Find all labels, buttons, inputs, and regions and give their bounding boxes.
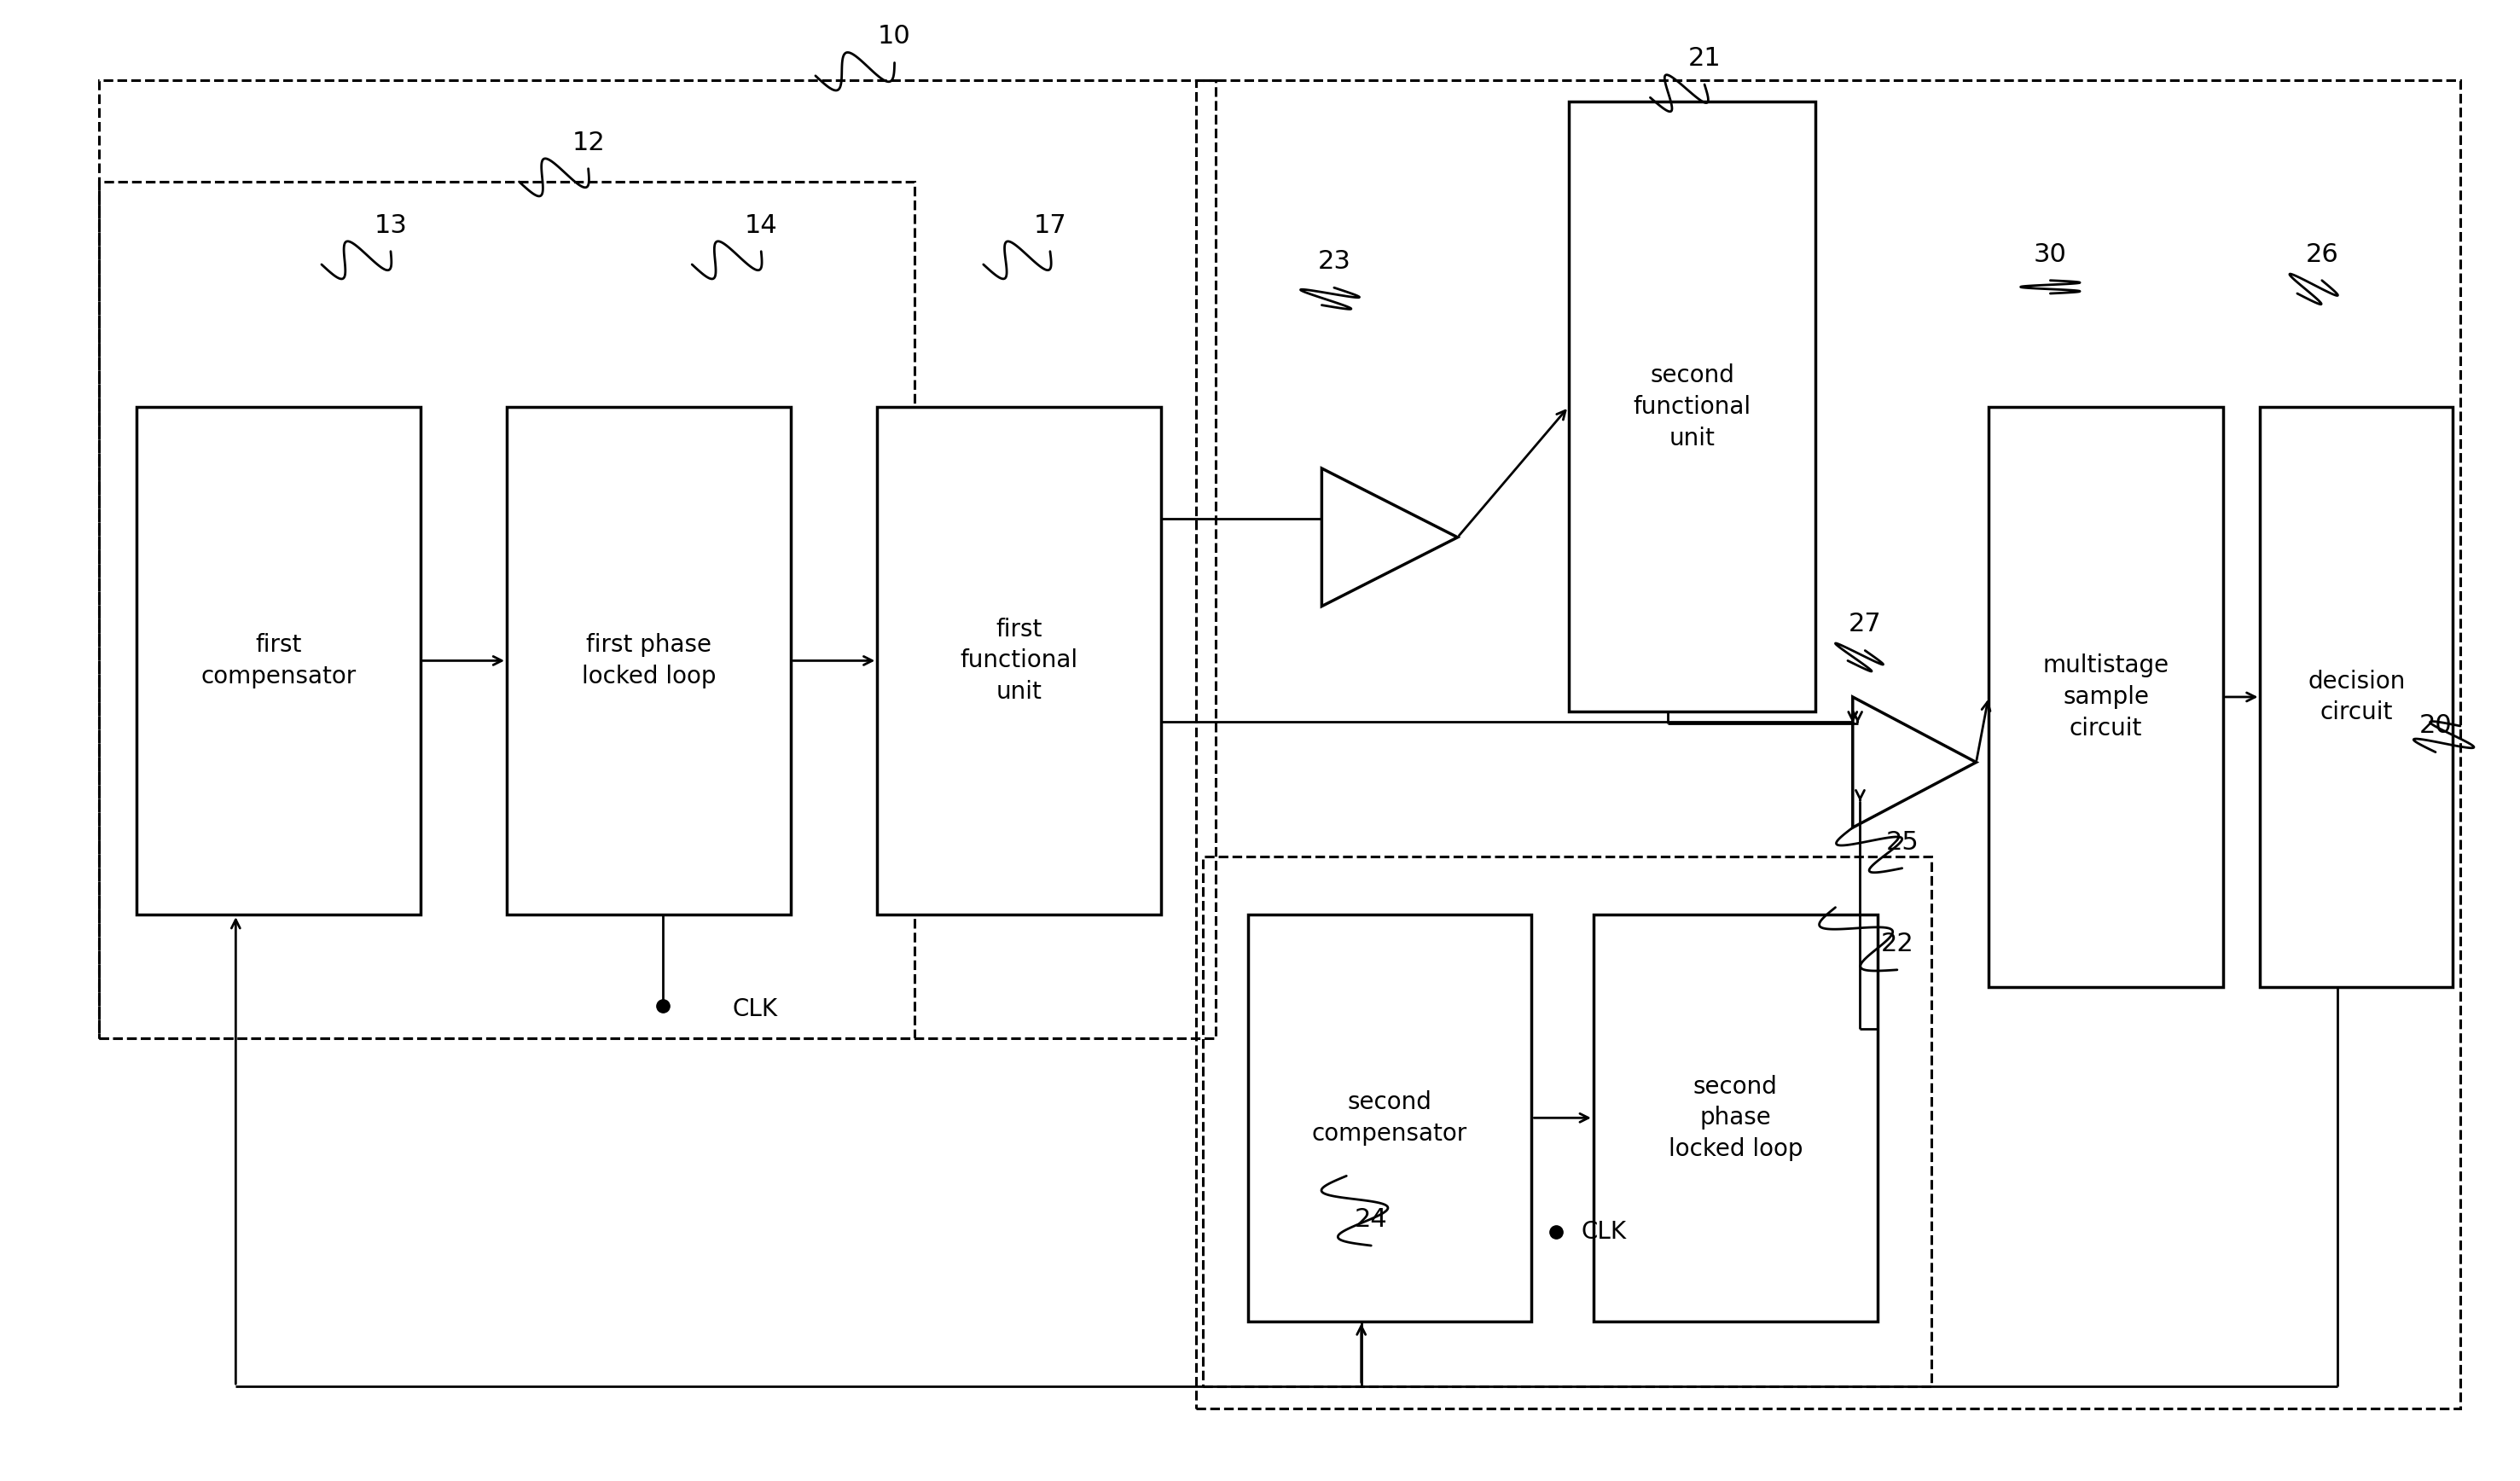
Text: second
compensator: second compensator: [1313, 1090, 1467, 1145]
Text: first phase
locked loop: first phase locked loop: [582, 632, 716, 689]
Text: second
functional
unit: second functional unit: [1633, 363, 1751, 450]
Bar: [877, 407, 1162, 915]
Text: 14: 14: [743, 213, 779, 237]
Bar: [1567, 102, 1814, 711]
Text: 13: 13: [373, 213, 408, 237]
Bar: [1988, 407, 2223, 988]
Text: decision
circuit: decision circuit: [2308, 669, 2404, 724]
Text: 20: 20: [2419, 714, 2452, 739]
Text: CLK: CLK: [1580, 1220, 1625, 1244]
Bar: [1247, 915, 1532, 1321]
Text: second
phase
locked loop: second phase locked loop: [1668, 1075, 1802, 1161]
Text: 26: 26: [2306, 241, 2339, 267]
Bar: [98, 182, 915, 1038]
Bar: [98, 80, 1215, 1038]
Text: 30: 30: [2034, 241, 2066, 267]
Text: 24: 24: [1356, 1207, 1389, 1232]
Text: CLK: CLK: [733, 997, 779, 1020]
Text: 27: 27: [1850, 612, 1882, 637]
Bar: [1593, 915, 1877, 1321]
Text: 21: 21: [1688, 46, 1721, 71]
Text: 22: 22: [1880, 932, 1913, 957]
Text: 10: 10: [877, 24, 912, 49]
Text: first
compensator: first compensator: [202, 632, 355, 689]
Bar: [507, 407, 791, 915]
Text: 23: 23: [1318, 249, 1351, 274]
Bar: [1197, 80, 2460, 1408]
Bar: [1202, 856, 1933, 1386]
Text: 12: 12: [572, 130, 605, 156]
Text: 17: 17: [1033, 213, 1066, 237]
Text: first
functional
unit: first functional unit: [960, 618, 1079, 703]
Bar: [2260, 407, 2452, 988]
Text: multistage
sample
circuit: multistage sample circuit: [2044, 653, 2170, 740]
Text: 25: 25: [1885, 829, 1918, 855]
Bar: [136, 407, 421, 915]
